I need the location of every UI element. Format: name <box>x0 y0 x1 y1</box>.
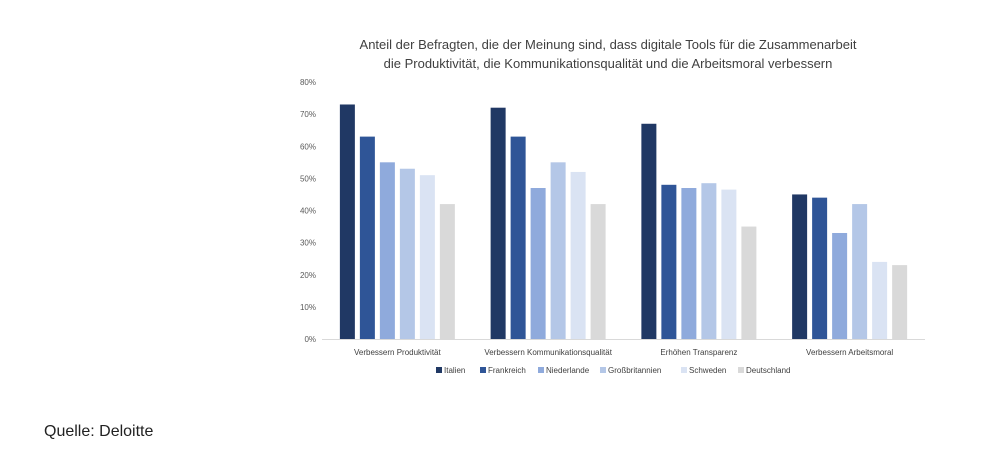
y-tick-label: 60% <box>300 142 316 151</box>
bar-deutschland-3 <box>741 226 757 339</box>
legend-swatch <box>436 367 442 373</box>
bar-deutschland-1 <box>439 204 455 339</box>
chart-title: Anteil der Befragten, die der Meinung si… <box>360 37 857 71</box>
chart-title-line-2: die Produktivität, die Kommunikationsqua… <box>384 56 833 71</box>
y-tick-label: 10% <box>300 303 316 312</box>
bar-deutschland-2 <box>590 204 606 339</box>
y-tick-label: 80% <box>300 78 316 87</box>
bar-niederlande-2 <box>530 188 546 339</box>
bar-frankreich-2 <box>510 136 526 339</box>
bar-frankreich-4 <box>812 197 828 339</box>
bar-schweden-3 <box>721 189 737 339</box>
y-tick-label: 30% <box>300 239 316 248</box>
bar-schweden-1 <box>419 175 435 339</box>
bar-italien-1 <box>339 104 355 339</box>
legend-swatch <box>681 367 687 373</box>
bar-italien-2 <box>490 107 506 339</box>
bar-großbritannien-3 <box>701 183 717 339</box>
bar-italien-4 <box>792 194 808 339</box>
legend-label: Schweden <box>689 366 726 375</box>
x-category-label: Erhöhen Transparenz <box>660 348 737 357</box>
bar-niederlande-1 <box>379 162 395 339</box>
legend: Italien Frankreich Niederlande Großbritanni… <box>436 366 790 375</box>
legend-swatch <box>538 367 544 373</box>
bar-italien-3 <box>641 123 657 339</box>
y-tick-label: 70% <box>300 110 316 119</box>
bar-großbritannien-2 <box>550 162 566 339</box>
y-tick-label: 40% <box>300 207 316 216</box>
x-category-label: Verbessern Arbeitsmoral <box>806 348 893 357</box>
bar-großbritannien-1 <box>399 168 415 339</box>
bar-deutschland-4 <box>892 265 908 339</box>
x-category-label: Verbessern Produktivität <box>354 348 441 357</box>
legend-label: Niederlande <box>546 366 590 375</box>
legend-label: Deutschland <box>746 366 790 375</box>
legend-swatch <box>738 367 744 373</box>
legend-swatch <box>600 367 606 373</box>
x-axis-labels: Verbessern Produktivität Verbessern Kommu… <box>354 348 893 357</box>
bar-schweden-2 <box>570 171 586 339</box>
bar-großbritannien-4 <box>852 204 868 339</box>
bars <box>339 104 908 339</box>
source-note: Quelle: Deloitte <box>44 423 154 440</box>
bar-frankreich-3 <box>661 184 677 339</box>
x-category-label: Verbessern Kommunikationsqualität <box>484 348 612 357</box>
bar-niederlande-3 <box>681 188 697 339</box>
bar-niederlande-4 <box>832 232 848 339</box>
y-tick-label: 50% <box>300 174 316 183</box>
bar-schweden-4 <box>872 261 888 339</box>
legend-label: Frankreich <box>488 366 526 375</box>
chart-title-line-1: Anteil der Befragten, die der Meinung si… <box>360 37 857 52</box>
legend-swatch <box>480 367 486 373</box>
legend-label: Italien <box>444 366 465 375</box>
legend-label: Großbritannien <box>608 366 661 375</box>
y-tick-label: 0% <box>304 335 316 344</box>
y-tick-label: 20% <box>300 271 316 280</box>
bar-frankreich-1 <box>359 136 375 339</box>
y-axis: 0% 10% 20% 30% 40% 50% 60% 70% 80% <box>300 78 316 344</box>
